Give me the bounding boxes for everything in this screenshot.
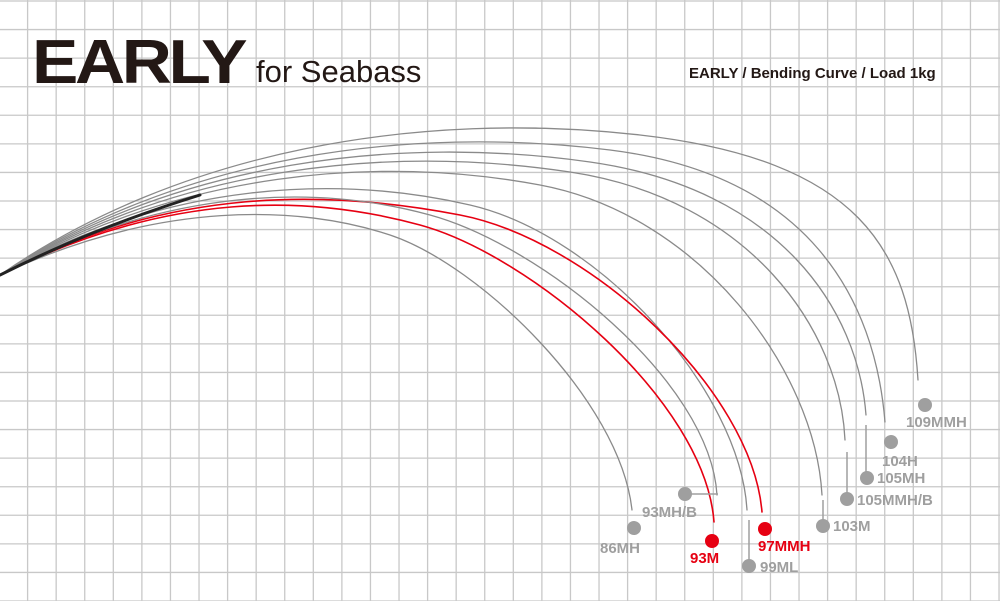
marker-105mh xyxy=(860,471,874,485)
label-103m: 103M xyxy=(833,518,871,535)
curve-99ml xyxy=(0,188,748,511)
marker-97mmh xyxy=(758,522,772,536)
curve-103m xyxy=(0,170,823,496)
marker-105mmh-b xyxy=(840,492,854,506)
marker-93mh-b xyxy=(678,487,692,501)
label-105mmh-b: 105MMH/B xyxy=(857,492,933,509)
label-109mmh: 109MMH xyxy=(906,414,967,431)
label-105mh: 105MH xyxy=(877,470,926,487)
label-93mh-b: 93MH/B xyxy=(642,504,698,521)
label-104h: 104H xyxy=(882,453,918,470)
marker-99ml xyxy=(742,559,756,573)
label-86mh: 86MH xyxy=(600,540,641,557)
marker-93m xyxy=(705,534,719,548)
model-markers xyxy=(627,398,932,573)
marker-109mmh xyxy=(918,398,932,412)
curve-86mh xyxy=(0,213,633,511)
curve-104h xyxy=(0,141,886,423)
curve-109mmh xyxy=(0,127,919,381)
marker-104h xyxy=(884,435,898,449)
page-title: EARLY xyxy=(32,28,248,97)
curve-105mh xyxy=(0,151,867,416)
label-99ml: 99ML xyxy=(760,559,799,576)
marker-103m xyxy=(816,519,830,533)
curve-93m xyxy=(0,204,715,523)
page-subtitle: for Seabass xyxy=(256,54,422,89)
curve-105mmh-b xyxy=(0,160,846,441)
label-97mmh: 97MMH xyxy=(758,538,811,555)
curve-97mmh xyxy=(0,198,763,513)
curve-93mh-b xyxy=(0,196,718,496)
chart-caption: EARLY / Bending Curve / Load 1kg xyxy=(689,65,936,82)
label-93m: 93M xyxy=(690,550,720,567)
marker-86mh xyxy=(627,521,641,535)
rod-butt xyxy=(0,193,202,277)
